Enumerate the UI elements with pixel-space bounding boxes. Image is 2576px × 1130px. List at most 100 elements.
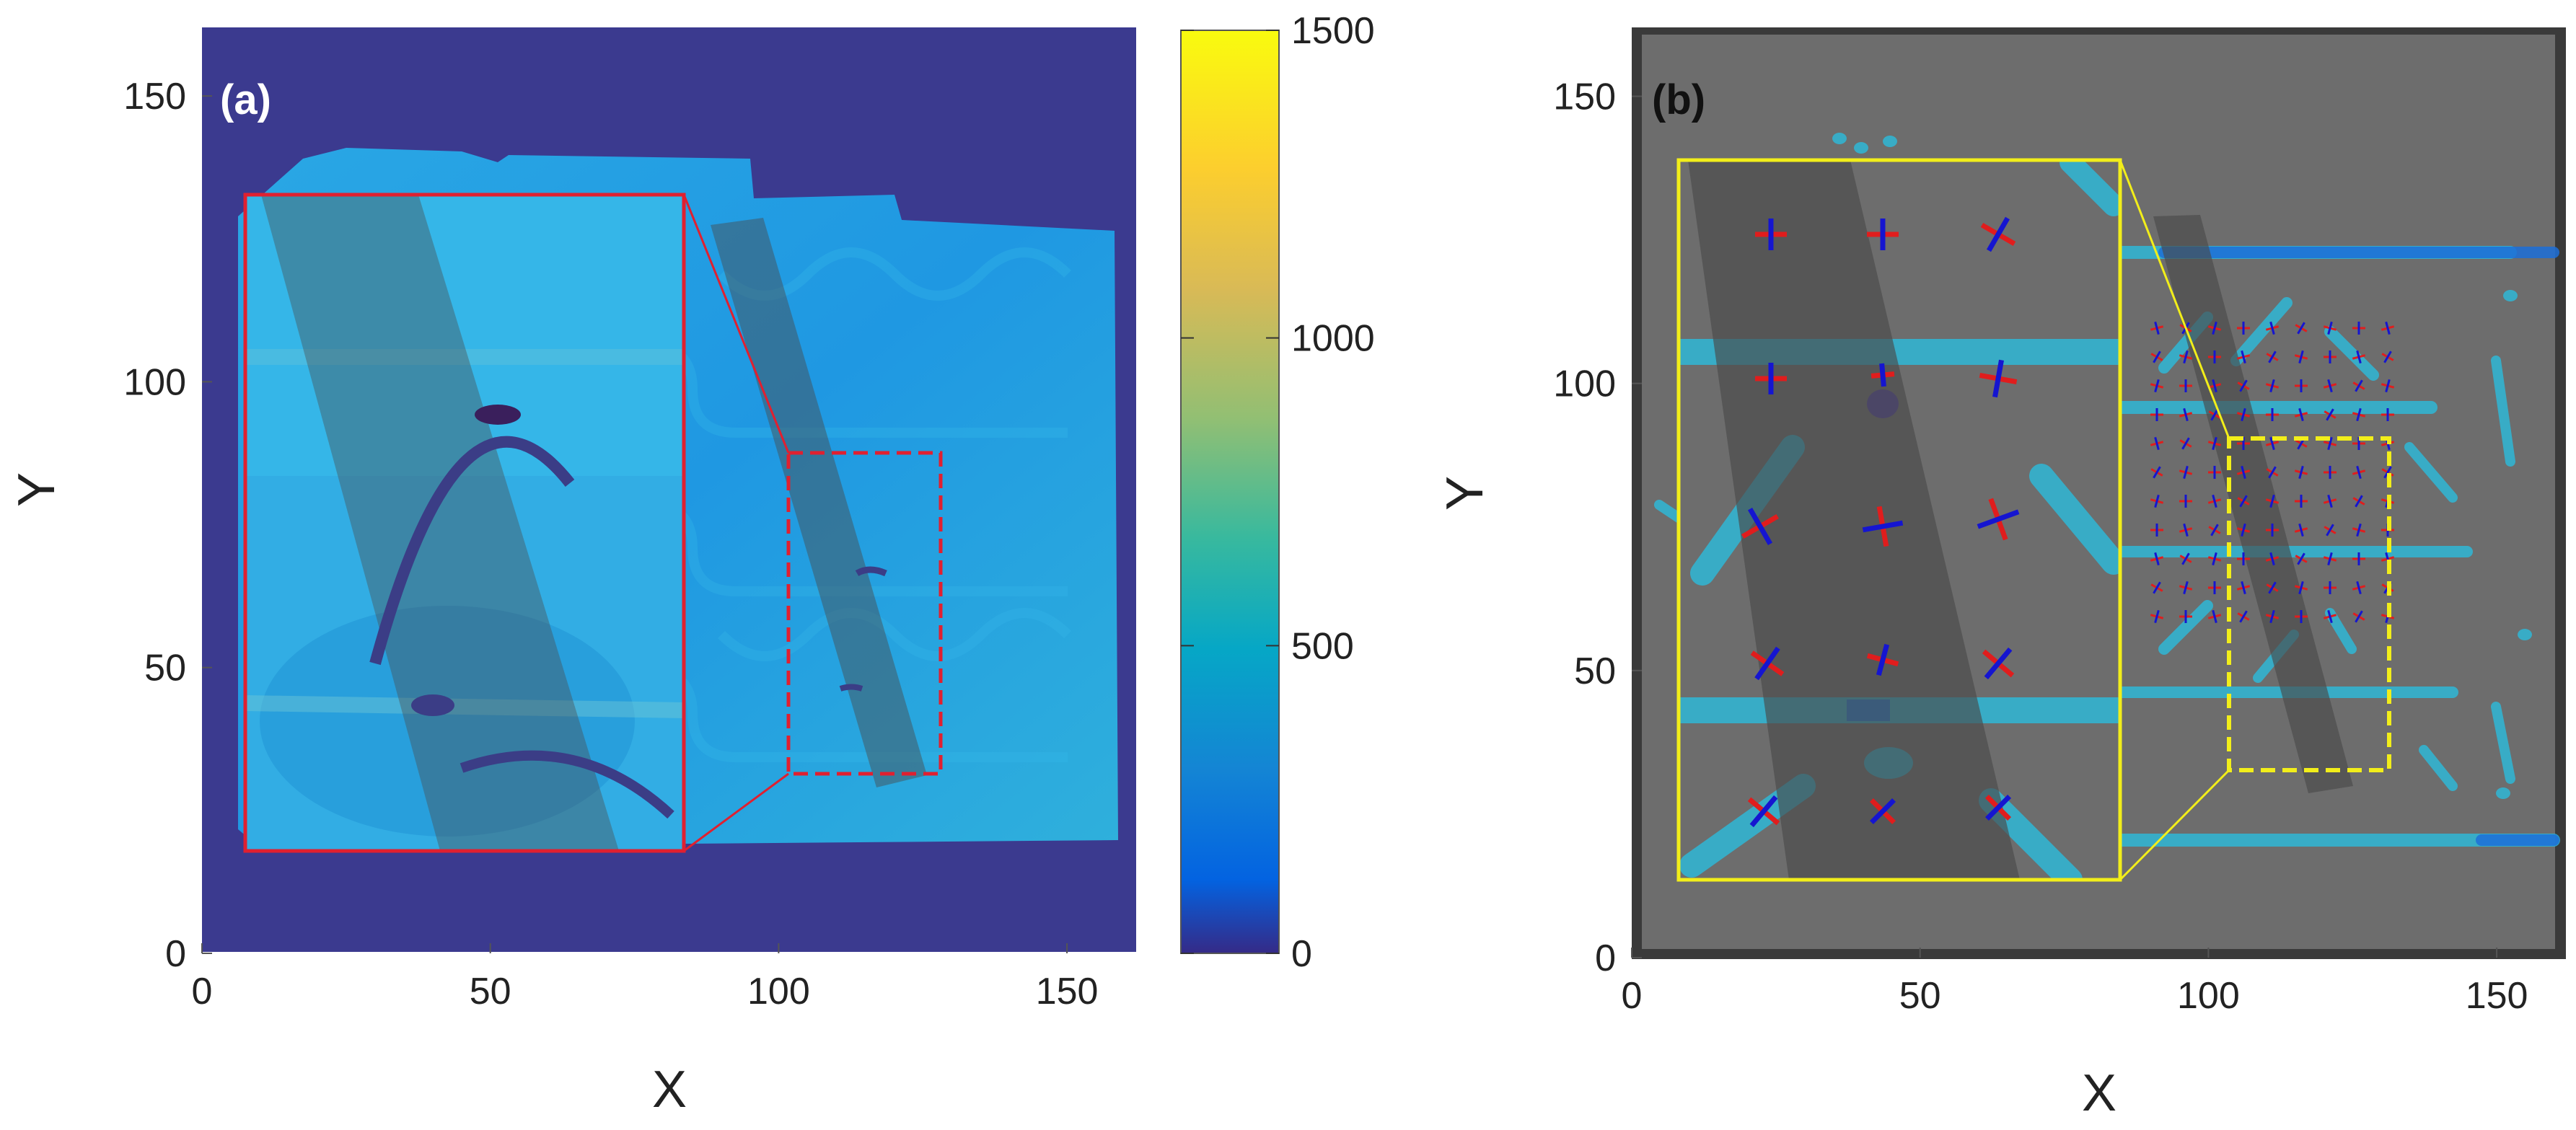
rod <box>2158 600 2213 655</box>
cross-arm-blue <box>2212 609 2217 624</box>
panel-b-zoom-region <box>2227 436 2391 772</box>
inset-cross-arm-blue <box>1869 798 1896 825</box>
panel-a-hot-spot <box>839 684 863 692</box>
cross-arm-blue <box>2181 437 2190 450</box>
cross-marker <box>2381 408 2394 421</box>
cross-arm-blue <box>2269 552 2275 566</box>
rod-dot <box>1832 133 1847 144</box>
cross-marker <box>2236 523 2251 537</box>
panel-a-hot-spot <box>855 566 887 577</box>
cross-arm-blue <box>2241 465 2246 480</box>
cross-arm-blue <box>2298 350 2304 364</box>
rod-dot <box>2496 787 2510 799</box>
cross-marker <box>2265 436 2280 451</box>
panel-b-inset <box>1676 158 2122 882</box>
cross-arm-blue <box>2269 494 2275 508</box>
y-tick-label: 150 <box>123 76 186 118</box>
inset-cross-arm-blue <box>1862 520 1904 533</box>
cross-arm-blue <box>2297 322 2305 335</box>
cross-arm-blue <box>2239 610 2248 623</box>
cross-marker <box>2352 407 2366 422</box>
inset-cross-marker <box>1979 359 2018 398</box>
cross-arm-blue <box>2154 552 2160 566</box>
y-tick-label: 0 <box>165 933 186 975</box>
cross-arm-blue <box>2327 494 2333 508</box>
cross-arm-blue <box>2241 581 2246 595</box>
cross-arm-blue <box>2269 436 2275 451</box>
cross-marker <box>2179 407 2193 422</box>
cross-marker <box>2294 523 2308 537</box>
cross-marker <box>2381 379 2395 393</box>
cross-marker <box>2324 581 2337 594</box>
panel-a-connector-line <box>683 772 789 852</box>
panel-b-axes: 0 50 100 150 0 50 100 150 <box>1553 76 2528 1017</box>
cross-arm-blue <box>2327 321 2333 335</box>
cross-arm-blue <box>2298 581 2304 595</box>
cross-marker <box>2179 581 2193 595</box>
cross-arm-blue <box>2212 321 2217 335</box>
cross-marker <box>2381 466 2394 479</box>
cross-marker <box>2352 322 2365 335</box>
cross-arm-blue <box>2356 581 2362 595</box>
rod <box>2404 442 2458 503</box>
cross-marker <box>2294 350 2308 364</box>
cross-arm-blue <box>2298 465 2304 480</box>
panel-a: (a) 0 50 100 150 0 50 100 150 X Y <box>8 27 1136 1118</box>
panel-a-connector-line <box>682 194 790 454</box>
cross-marker <box>2295 610 2308 623</box>
cross-arm-blue <box>2241 523 2246 537</box>
cross-marker <box>2150 466 2163 479</box>
colorbar-ticks: 0 500 1000 1500 <box>1181 10 1375 975</box>
panel-b-inset-scan-band <box>1688 160 2020 880</box>
cross-arm-blue <box>2239 379 2248 392</box>
cross-marker <box>2179 437 2192 450</box>
colorbar-tick-label: 1000 <box>1291 318 1375 360</box>
cross-marker <box>2237 379 2250 392</box>
inset-cross-marker <box>1871 363 1895 387</box>
panel-a-scan-band <box>711 218 927 787</box>
inset-cross-marker <box>1866 643 1899 676</box>
cross-marker <box>2150 552 2164 566</box>
cross-arm-blue <box>2269 321 2275 335</box>
cross-marker <box>2265 321 2280 335</box>
inset-cross-marker <box>1982 647 2015 680</box>
panel-b-cross-markers <box>2150 321 2395 624</box>
cross-marker <box>2207 609 2222 624</box>
cross-arm-blue <box>2210 524 2219 537</box>
cross-marker <box>2236 581 2251 595</box>
panel-b-inset-cross-markers <box>1741 216 2020 828</box>
cross-marker <box>2179 465 2193 480</box>
cross-marker <box>2150 408 2163 421</box>
y-tick-label: 150 <box>1553 76 1616 118</box>
inset-cross-arm-blue <box>1747 508 1773 545</box>
rod <box>2491 702 2515 784</box>
inset-cross-marker <box>1755 219 1787 250</box>
inset-cross-marker <box>1747 795 1780 828</box>
rod <box>2230 297 2293 366</box>
cross-marker <box>2179 495 2192 508</box>
cross-arm-blue <box>2183 523 2189 537</box>
x-tick-label: 150 <box>1036 971 1099 1012</box>
cross-arm-blue <box>2327 552 2333 566</box>
panel-a-inset-hot-spot <box>475 405 521 425</box>
cross-arm-blue <box>2154 494 2160 508</box>
x-tick-label: 50 <box>470 971 511 1012</box>
rod <box>2324 326 2379 381</box>
cross-marker <box>2237 322 2250 335</box>
cross-marker <box>2352 465 2366 480</box>
cross-marker <box>2208 408 2221 421</box>
cross-marker <box>2179 350 2193 364</box>
cross-marker <box>2295 495 2308 508</box>
panel-a-inset-border <box>243 193 686 853</box>
colorbar-tick-label: 1500 <box>1291 10 1375 52</box>
cross-arm-blue <box>2268 466 2277 479</box>
cross-marker <box>2207 379 2222 393</box>
cross-marker <box>2323 609 2337 624</box>
y-tick-label: 50 <box>144 648 186 689</box>
cross-marker <box>2150 609 2164 624</box>
cross-marker <box>2208 581 2221 594</box>
panel-a-label: (a) <box>220 76 271 123</box>
cross-arm-blue <box>2269 609 2275 624</box>
panel-a-inset-hot-spot <box>411 694 454 716</box>
cross-arm-blue <box>2356 407 2362 422</box>
